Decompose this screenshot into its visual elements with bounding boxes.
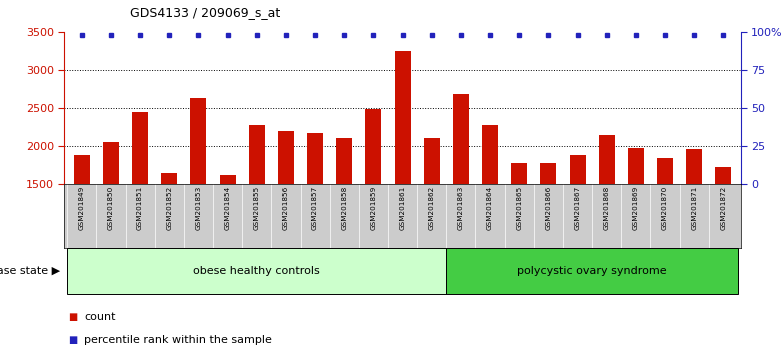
Text: percentile rank within the sample: percentile rank within the sample <box>84 335 272 345</box>
Bar <box>482 125 498 184</box>
Text: GSM201855: GSM201855 <box>254 186 260 230</box>
Text: GSM201849: GSM201849 <box>78 186 85 230</box>
Bar <box>365 109 382 184</box>
Bar <box>394 51 411 184</box>
Text: GSM201870: GSM201870 <box>662 186 668 230</box>
Bar <box>569 155 586 184</box>
Text: GSM201863: GSM201863 <box>458 186 464 230</box>
Bar <box>628 148 644 184</box>
Bar <box>540 163 557 184</box>
Bar <box>191 98 206 184</box>
Text: GSM201856: GSM201856 <box>283 186 289 230</box>
Bar <box>249 125 265 184</box>
Bar <box>657 158 673 184</box>
Bar <box>103 142 119 184</box>
Bar <box>307 133 323 184</box>
Bar <box>74 155 90 184</box>
Bar <box>599 135 615 184</box>
Text: GSM201871: GSM201871 <box>691 186 697 230</box>
Text: GSM201858: GSM201858 <box>341 186 347 230</box>
Text: GSM201867: GSM201867 <box>575 186 581 230</box>
Text: GDS4133 / 209069_s_at: GDS4133 / 209069_s_at <box>130 6 281 19</box>
Text: GSM201869: GSM201869 <box>633 186 639 230</box>
Text: GSM201862: GSM201862 <box>429 186 435 230</box>
Text: GSM201859: GSM201859 <box>370 186 376 230</box>
Text: GSM201864: GSM201864 <box>487 186 493 230</box>
Text: GSM201857: GSM201857 <box>312 186 318 230</box>
Text: GSM201872: GSM201872 <box>720 186 727 230</box>
Bar <box>446 248 738 294</box>
Bar <box>453 94 469 184</box>
Text: polycystic ovary syndrome: polycystic ovary syndrome <box>517 266 667 276</box>
Text: GSM201865: GSM201865 <box>516 186 522 230</box>
Bar <box>423 138 440 184</box>
Text: obese healthy controls: obese healthy controls <box>194 266 320 276</box>
Text: GSM201852: GSM201852 <box>166 186 172 230</box>
Bar <box>220 175 236 184</box>
Text: GSM201866: GSM201866 <box>546 186 551 230</box>
Text: ■: ■ <box>68 312 78 322</box>
Bar <box>67 248 446 294</box>
Text: GSM201868: GSM201868 <box>604 186 610 230</box>
Bar <box>132 112 148 184</box>
Bar <box>278 131 294 184</box>
Text: count: count <box>84 312 115 322</box>
Text: GSM201854: GSM201854 <box>224 186 230 230</box>
Text: GSM201850: GSM201850 <box>108 186 114 230</box>
Text: GSM201851: GSM201851 <box>137 186 143 230</box>
Bar <box>511 163 528 184</box>
Bar <box>686 149 702 184</box>
Text: GSM201853: GSM201853 <box>195 186 201 230</box>
Text: ■: ■ <box>68 335 78 345</box>
Text: GSM201861: GSM201861 <box>400 186 405 230</box>
Bar <box>162 173 177 184</box>
Text: disease state ▶: disease state ▶ <box>0 266 60 276</box>
Bar <box>715 167 731 184</box>
Bar <box>336 138 352 184</box>
